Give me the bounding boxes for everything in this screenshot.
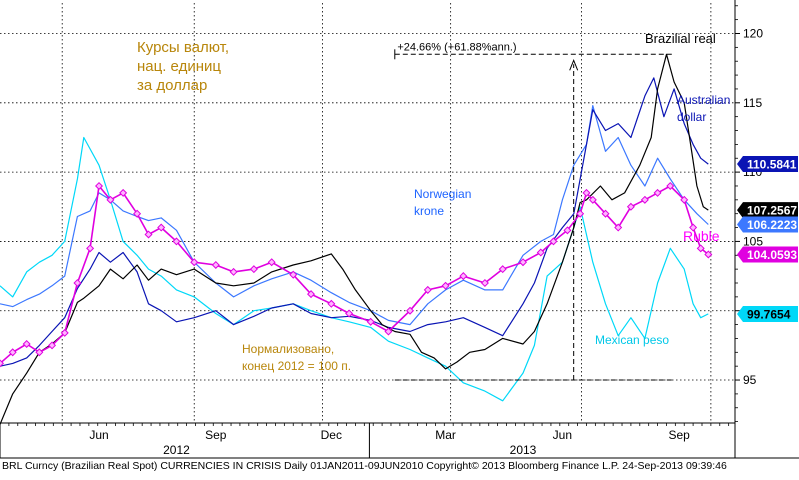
ruble-point — [60, 328, 69, 337]
ruble-point — [289, 270, 298, 279]
ruble-point — [211, 260, 220, 269]
chart-title-line-2: нац. единиц — [137, 58, 221, 75]
series-label-mexico: Mexican peso — [595, 333, 669, 347]
ruble-point — [588, 195, 597, 204]
year-label: 2012 — [163, 443, 190, 457]
ruble-point — [680, 195, 689, 204]
chart-title-line-3: за доллар — [137, 77, 207, 94]
series-label-australia: Australian — [677, 93, 730, 107]
value-box-norway — [737, 216, 798, 233]
ruble-point — [653, 188, 662, 197]
series-label-ruble: Ruble — [683, 228, 720, 244]
x-tick-label: Sep — [205, 428, 227, 442]
ruble-markers — [0, 181, 713, 368]
normalized-note-line-1: Нормализовано, — [242, 342, 334, 356]
ruble-point — [366, 317, 375, 326]
ruble-point — [696, 244, 705, 253]
ruble-point — [518, 258, 528, 267]
value-box-label-ruble: 104.0593 — [747, 248, 797, 262]
series-line-australia — [0, 77, 709, 367]
value-box-brazil — [737, 202, 798, 219]
ruble-point — [73, 278, 82, 288]
x-tick-label: Sep — [668, 428, 690, 442]
ruble-point — [327, 299, 336, 308]
axes: 95100105110115120JunSepDecMarJunSep20122… — [0, 0, 799, 459]
series-labels: Brazilial real Australian dollar Norwegian k… — [414, 31, 730, 347]
ruble-point — [86, 244, 95, 253]
ruble-point — [459, 272, 468, 281]
ruble-point — [106, 195, 115, 204]
series-lines — [0, 53, 709, 425]
ruble-point — [249, 265, 258, 274]
ruble-point — [498, 265, 507, 274]
ruble-point — [480, 278, 489, 288]
value-box-australia — [737, 156, 798, 173]
series-label-norway: Norwegian — [414, 187, 471, 201]
ruble-point — [345, 309, 354, 318]
series-label-norway: krone — [414, 204, 444, 218]
ruble-point — [576, 209, 585, 218]
chart-title-line-1: Курсы валют, — [137, 39, 229, 56]
ruble-point — [190, 258, 199, 267]
value-box-label-australia: 110.5841 — [747, 158, 797, 172]
ruble-point — [48, 341, 57, 350]
ruble-point — [549, 237, 558, 246]
value-box-mexico — [737, 305, 798, 322]
measure-arrow — [569, 58, 579, 71]
ruble-point — [0, 359, 5, 368]
y-tick-label: 105 — [743, 234, 763, 248]
series-label-brazil: Brazilial real — [645, 31, 716, 46]
ruble-point — [22, 339, 31, 348]
ruble-point — [384, 327, 393, 336]
ruble-point — [133, 209, 142, 218]
normalized-note-line-2: конец 2012 = 100 п. — [242, 359, 351, 373]
y-tick-label: 115 — [743, 96, 762, 110]
footer-text: BRL Curncy (Brazilian Real Spot) CURRENC… — [2, 460, 727, 472]
ruble-point — [157, 223, 166, 232]
gridlines — [0, 3, 735, 423]
ruble-point — [640, 195, 649, 204]
year-label: 2013 — [510, 443, 537, 457]
series-line-mexico — [0, 136, 709, 402]
x-tick-label: Jun — [553, 428, 572, 442]
measure-annotation: +24.66% (+61.88%ann.) — [394, 41, 673, 381]
ruble-point — [689, 223, 698, 232]
series-line-brazil — [0, 53, 709, 425]
ruble-point — [406, 306, 415, 315]
ruble-point — [704, 250, 713, 259]
ruble-point — [144, 230, 153, 239]
ruble-point — [441, 281, 450, 290]
ruble-point — [35, 348, 44, 357]
ruble-point — [666, 181, 675, 190]
y-tick-label: 95 — [743, 373, 757, 387]
ruble-point — [8, 348, 17, 357]
ruble-point — [626, 202, 635, 211]
value-box-ruble — [737, 246, 798, 263]
ruble-point — [423, 285, 432, 294]
x-tick-label: Dec — [321, 428, 342, 442]
ruble-point — [172, 237, 181, 246]
measure-label: +24.66% (+61.88%ann.) — [397, 41, 516, 53]
ruble-point — [614, 223, 623, 232]
x-tick-label: Mar — [435, 428, 456, 442]
ruble-point — [536, 248, 545, 257]
ruble-point — [307, 290, 316, 299]
x-tick-label: Jun — [89, 428, 108, 442]
value-box-label-norway: 106.2223 — [747, 218, 797, 232]
ruble-point — [95, 181, 104, 190]
ruble-point — [119, 188, 128, 197]
value-box-label-mexico: 99.7654 — [747, 307, 791, 321]
value-box-label-brazil: 107.2567 — [747, 204, 797, 218]
ruble-point — [267, 258, 276, 267]
ruble-point — [582, 188, 591, 197]
series-label-australia: dollar — [677, 110, 706, 124]
ruble-point — [563, 226, 572, 235]
y-tick-label: 120 — [743, 26, 763, 40]
ruble-point — [229, 267, 238, 276]
ruble-point — [601, 209, 610, 218]
